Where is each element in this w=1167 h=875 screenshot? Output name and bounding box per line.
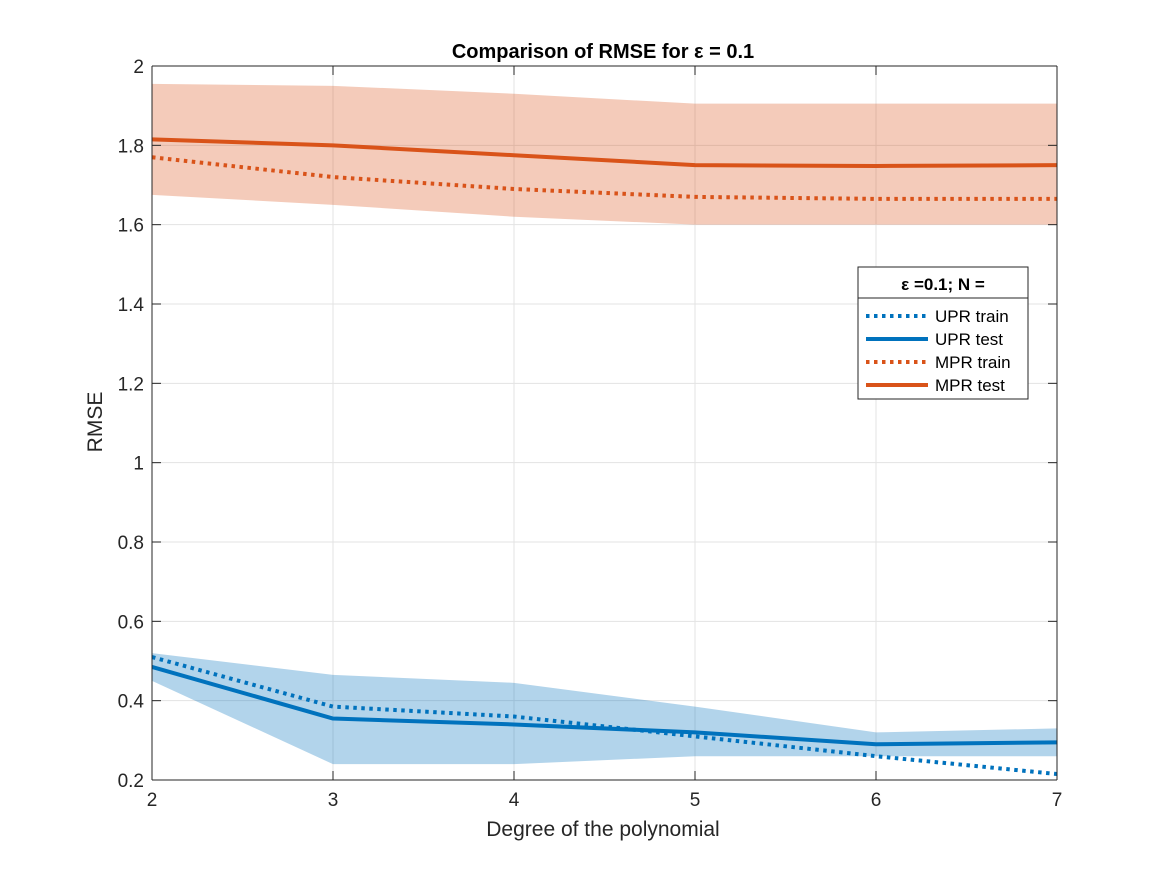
y-tick-label: 2 (133, 57, 144, 78)
series-line-mpr-test (151, 137, 1058, 168)
series-line-upr-train (151, 655, 1058, 777)
legend-title: ε =0.1; N = (901, 275, 985, 294)
series-lines (151, 137, 1058, 777)
x-tick-label: 7 (1052, 790, 1063, 811)
legend-box (857, 266, 1029, 400)
axes (151, 65, 1058, 781)
x-tick-label: 4 (509, 790, 520, 811)
y-tick-label: 1.8 (118, 136, 144, 157)
y-tick-label: 0.6 (118, 612, 144, 633)
x-tick-label: 2 (147, 790, 158, 811)
legend-label-mpr-test: MPR test (935, 376, 1005, 395)
y-tick-label: 1 (133, 454, 144, 475)
legend: ε =0.1; N = UPR train UPR test MPR train MP… (857, 266, 1029, 400)
plot-area (152, 66, 1057, 780)
legend-label-upr-train: UPR train (935, 307, 1009, 326)
y-tick-label: 0.8 (118, 533, 144, 554)
grid (151, 65, 1058, 781)
legend-label-mpr-train: MPR train (935, 353, 1011, 372)
upr-error-band (152, 653, 1057, 765)
legend-entries: UPR train UPR test MPR train MPR test (866, 307, 1011, 395)
x-axis-label: Degree of the polynomial (486, 818, 719, 841)
tick-labels: 2 3 4 5 6 7 0.2 0.4 0.6 0.8 1 1.2 1.4 1.6 1.8 2 (118, 57, 1063, 811)
y-axis-label: RMSE (84, 392, 107, 453)
x-tick-label: 5 (690, 790, 701, 811)
mpr-error-band (152, 83, 1057, 225)
y-tick-label: 0.2 (118, 771, 144, 792)
y-tick-label: 1.2 (118, 374, 144, 395)
series-line-upr-test (151, 665, 1058, 747)
x-tick-label: 3 (328, 790, 339, 811)
error-bands (152, 83, 1057, 765)
y-tick-label: 1.6 (118, 216, 144, 237)
chart-title: Comparison of RMSE for ε = 0.1 (452, 41, 754, 63)
legend-label-upr-test: UPR test (935, 330, 1003, 349)
y-tick-label: 1.4 (118, 295, 145, 316)
y-tick-label: 0.4 (118, 692, 145, 713)
x-tick-label: 6 (871, 790, 882, 811)
